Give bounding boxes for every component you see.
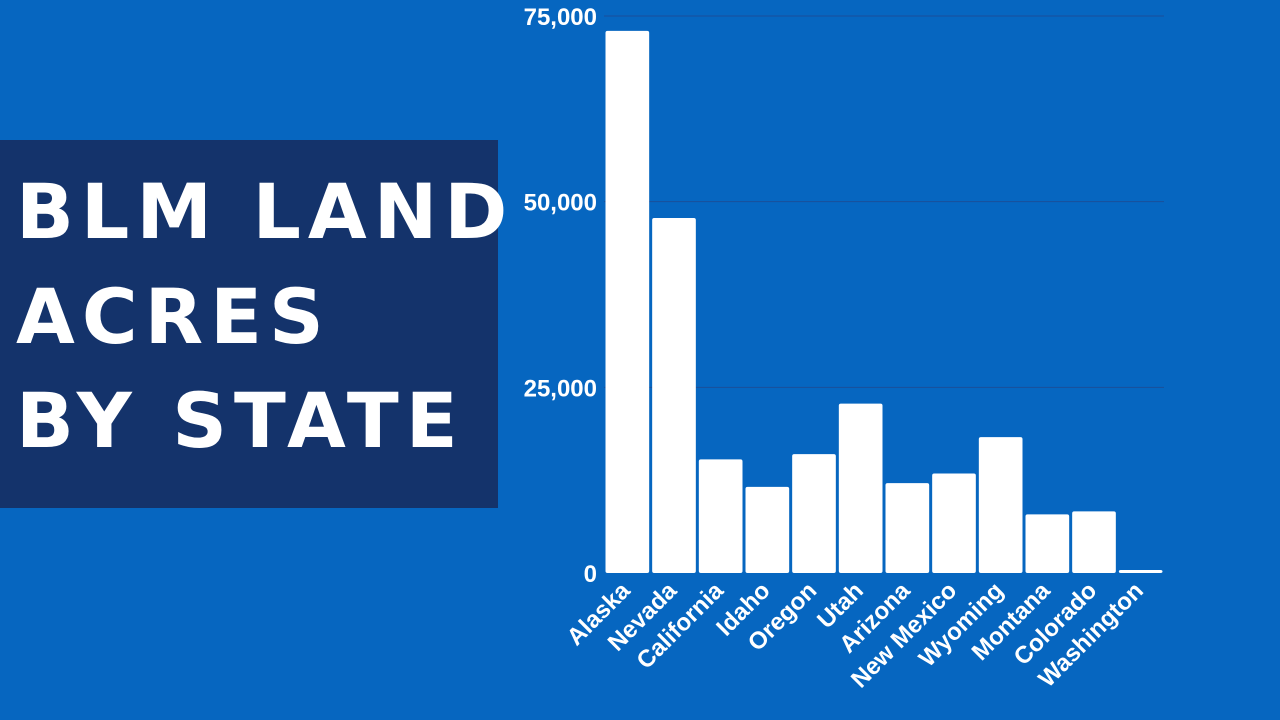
title-line-3: BY STATE: [16, 376, 465, 465]
title-line-1: BLM LAND: [16, 167, 515, 256]
bar-new-mexico: [932, 473, 976, 573]
y-axis-ticks: 0 25,000 50,000 75,000: [524, 4, 597, 588]
bar-arizona: [885, 483, 930, 573]
grid-layer: [604, 15, 1164, 388]
y-tick-label: 75,000: [524, 4, 597, 31]
bar-idaho: [745, 486, 790, 573]
title-panel: BLM LAND ACRES BY STATE: [0, 140, 507, 508]
bar-montana: [1025, 514, 1070, 573]
bar-utah: [838, 403, 883, 573]
y-tick-label: 0: [584, 561, 597, 588]
bar-washington: [1118, 570, 1163, 573]
x-axis-labels: AlaskaNevadaCaliforniaIdahoOregonUtahAri…: [562, 577, 1149, 694]
bar-colorado: [1072, 511, 1116, 573]
bar-nevada: [652, 218, 696, 573]
bar-oregon: [792, 454, 836, 573]
bar-california: [698, 459, 743, 573]
y-tick-label: 50,000: [524, 190, 597, 217]
title-line-2: ACRES: [16, 272, 331, 361]
bar-alaska: [605, 30, 650, 573]
bars: [605, 30, 1163, 573]
bar-wyoming: [978, 437, 1023, 573]
y-tick-label: 25,000: [524, 375, 597, 402]
